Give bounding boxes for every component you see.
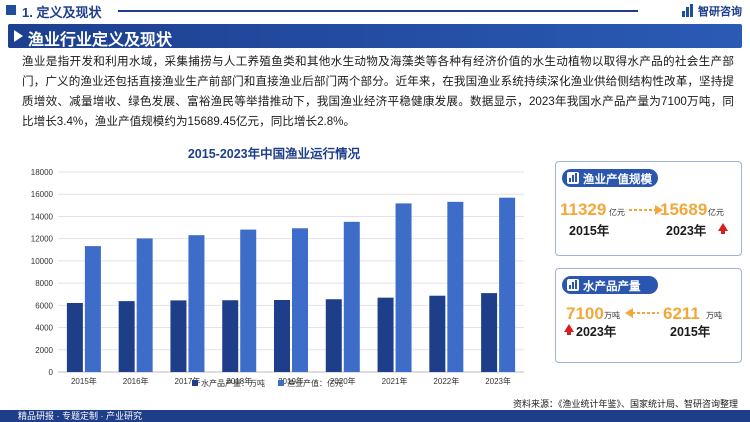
bar-aquatic-output <box>429 295 446 372</box>
bar-aquatic-output <box>377 297 394 372</box>
aquatic-output-card: 水产品产量 7100 万吨 6211 万吨 2023年 2015年 <box>555 268 742 363</box>
bar-chart-icon <box>567 172 579 184</box>
bar-aquatic-output <box>222 300 239 372</box>
legend-label: 水产品产量：万吨 <box>201 378 265 388</box>
card-header: 渔业产值规模 <box>562 169 658 187</box>
brand-name: 智研咨询 <box>698 6 742 18</box>
bar-aquatic-output <box>481 293 498 372</box>
end-value: 15689 <box>660 200 708 219</box>
card-title: 水产品产量 <box>583 281 641 293</box>
start-value: 11329 <box>560 200 607 219</box>
x-tick-label: 2018年 <box>226 376 252 386</box>
chart-title: 2015-2023年中国渔业运行情况 <box>187 147 361 161</box>
section-marker <box>6 5 16 15</box>
legend-label: 渔业产值：亿元 <box>287 378 343 388</box>
bar-aquatic-output <box>118 301 135 372</box>
x-tick-label: 2016年 <box>123 376 149 386</box>
start-year: 2015年 <box>569 224 610 238</box>
bar-aquatic-output <box>66 302 83 372</box>
bar-chart: 0 2000 4000 6000 8000 10000 12000 14000 16000 180… <box>31 168 524 388</box>
bar-output-value <box>499 197 516 372</box>
base-unit: 万吨 <box>706 311 722 320</box>
base-value: 6211 <box>663 304 700 323</box>
x-tick-label: 2020年 <box>330 376 356 386</box>
logo-icon <box>681 4 695 18</box>
footer-text: 精品研报 · 专题定制 · 产业研究 <box>18 411 142 421</box>
y-tick-label: 10000 <box>31 257 54 266</box>
x-tick-label: 2022年 <box>433 376 459 386</box>
y-tick-label: 0 <box>49 368 54 377</box>
x-tick-label: 2021年 <box>382 376 408 386</box>
base-year: 2015年 <box>670 325 711 339</box>
triangle-icon <box>14 30 23 42</box>
page-title: 渔业行业定义及现状 <box>28 32 173 49</box>
bar-output-value <box>343 221 360 372</box>
bar-aquatic-output <box>170 300 187 372</box>
arrow-left-icon <box>625 308 659 318</box>
end-unit: 亿元 <box>708 208 724 217</box>
x-tick-label: 2023年 <box>485 376 511 386</box>
section-header: 1. 定义及现状 智研咨询 <box>0 0 750 22</box>
end-year: 2023年 <box>666 224 707 238</box>
section-divider <box>118 10 638 12</box>
section-title: 1. 定义及现状 <box>22 5 102 20</box>
latest-year: 2023年 <box>576 325 617 339</box>
bar-output-value <box>188 235 205 372</box>
intro-paragraph: 渔业是指开发和利用水域，采集捕捞与人工养殖鱼类和其他水生动物及海藻类等各种有经济… <box>22 55 734 128</box>
y-tick-label: 2000 <box>35 346 53 355</box>
up-arrow-icon <box>564 324 574 335</box>
output-value-card: 渔业产值规模 11329 亿元 15689 亿元 2015年 2023年 <box>555 161 742 256</box>
bar-aquatic-output <box>274 300 290 372</box>
arrow-right-icon <box>629 205 663 215</box>
up-arrow-icon <box>718 223 728 234</box>
bar-output-value <box>136 238 153 372</box>
y-tick-label: 12000 <box>31 235 54 244</box>
y-tick-label: 6000 <box>35 301 53 310</box>
footer-bar: 精品研报 · 专题定制 · 产业研究 <box>0 410 750 422</box>
y-tick-label: 4000 <box>35 324 53 333</box>
bar-output-value <box>84 246 101 372</box>
legend-swatch <box>192 380 198 386</box>
latest-unit: 万吨 <box>604 311 620 320</box>
y-tick-label: 16000 <box>31 190 54 199</box>
brand-logo: 智研咨询 <box>681 3 742 19</box>
bar-aquatic-output <box>325 299 342 372</box>
start-unit: 亿元 <box>609 208 625 217</box>
latest-value: 7100 <box>566 304 604 323</box>
x-tick-label: 2017年 <box>175 376 201 386</box>
page-banner: 渔业行业定义及现状 <box>8 24 742 49</box>
bar-output-value <box>447 201 464 372</box>
y-tick-label: 8000 <box>35 279 53 288</box>
y-tick-label: 18000 <box>31 168 54 177</box>
card-title: 渔业产值规模 <box>583 174 652 186</box>
x-tick-label: 2019年 <box>278 376 304 386</box>
chart-container: 2015-2023年中国渔业运行情况 0 2000 4000 6000 8000 1000… <box>14 140 534 408</box>
bar-output-value <box>292 228 308 372</box>
bar-output-value <box>395 203 412 372</box>
data-source: 资料来源：《渔业统计年鉴》、国家统计局、智研咨询整理 <box>512 399 738 409</box>
y-tick-label: 14000 <box>31 212 54 221</box>
x-tick-label: 2015年 <box>71 376 97 386</box>
card-header: 水产品产量 <box>562 276 658 294</box>
bar-chart-icon <box>567 279 579 291</box>
bar-output-value <box>240 229 257 372</box>
legend-swatch <box>278 380 284 386</box>
